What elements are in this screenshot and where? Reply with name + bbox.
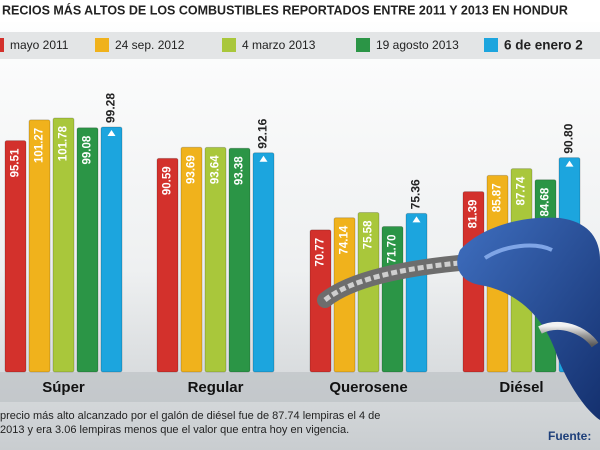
bar [28, 119, 51, 373]
legend-swatch [0, 38, 4, 52]
legend-label: 19 agosto 2013 [376, 38, 459, 52]
bar-marker [107, 130, 116, 137]
legend-swatch [484, 38, 498, 52]
footnote: 2013 y era 3.06 lempiras menos que el va… [0, 424, 349, 436]
legend-label: 24 sep. 2012 [115, 38, 185, 52]
bar [156, 157, 179, 373]
floor [0, 372, 600, 402]
value-label: 75.58 [363, 220, 375, 249]
bar [204, 146, 227, 373]
legend-swatch [356, 38, 370, 52]
value-label: 93.38 [234, 156, 246, 185]
bar [405, 212, 428, 373]
value-label: 74.14 [339, 225, 351, 254]
legend-swatch [222, 38, 236, 52]
value-label: 85.87 [492, 183, 504, 212]
bar [252, 152, 275, 373]
x-tick-label: Súper [42, 379, 85, 396]
value-label: 101.78 [58, 125, 70, 161]
bar [381, 226, 404, 373]
value-label: 99.28 [104, 93, 118, 123]
value-label: 101.27 [34, 128, 46, 163]
title-band [0, 0, 600, 22]
bar [76, 127, 99, 373]
bar-marker [412, 216, 421, 223]
value-label: 92.16 [256, 118, 270, 148]
value-label: 90.59 [162, 166, 174, 195]
value-label: 95.51 [10, 148, 22, 177]
bar [228, 147, 251, 373]
value-label: 70.77 [315, 238, 327, 267]
bar [52, 117, 75, 373]
value-label: 99.08 [82, 135, 94, 164]
bar-marker [259, 155, 268, 162]
bar-marker [565, 160, 574, 167]
source: Fuente: [548, 429, 591, 443]
x-tick-label: Regular [188, 379, 244, 396]
value-label: 81.39 [468, 200, 480, 229]
bar [357, 212, 380, 373]
value-label: 90.80 [562, 123, 576, 153]
legend-label: mayo 2011 [10, 38, 69, 52]
x-tick-label: Querosene [329, 379, 407, 396]
chart-title: RECIOS MÁS ALTOS DE LOS COMBUSTIBLES REP… [2, 2, 568, 17]
bar [4, 140, 27, 373]
value-label: 75.36 [409, 179, 423, 209]
value-label: 87.74 [516, 176, 528, 205]
bar [100, 126, 123, 373]
footnote: precio más alto alcanzado por el galón d… [0, 410, 380, 422]
legend-label: 4 marzo 2013 [242, 38, 316, 52]
value-label: 84.68 [540, 187, 552, 216]
value-label: 93.69 [186, 155, 198, 184]
fuel-nozzle [317, 217, 600, 420]
bar [180, 146, 203, 373]
value-label: 71.70 [387, 235, 399, 264]
value-label: 93.64 [210, 155, 222, 184]
legend-swatch [95, 38, 109, 52]
legend-label: 6 de enero 2 [504, 38, 583, 53]
x-tick-label: Diésel [499, 379, 543, 396]
